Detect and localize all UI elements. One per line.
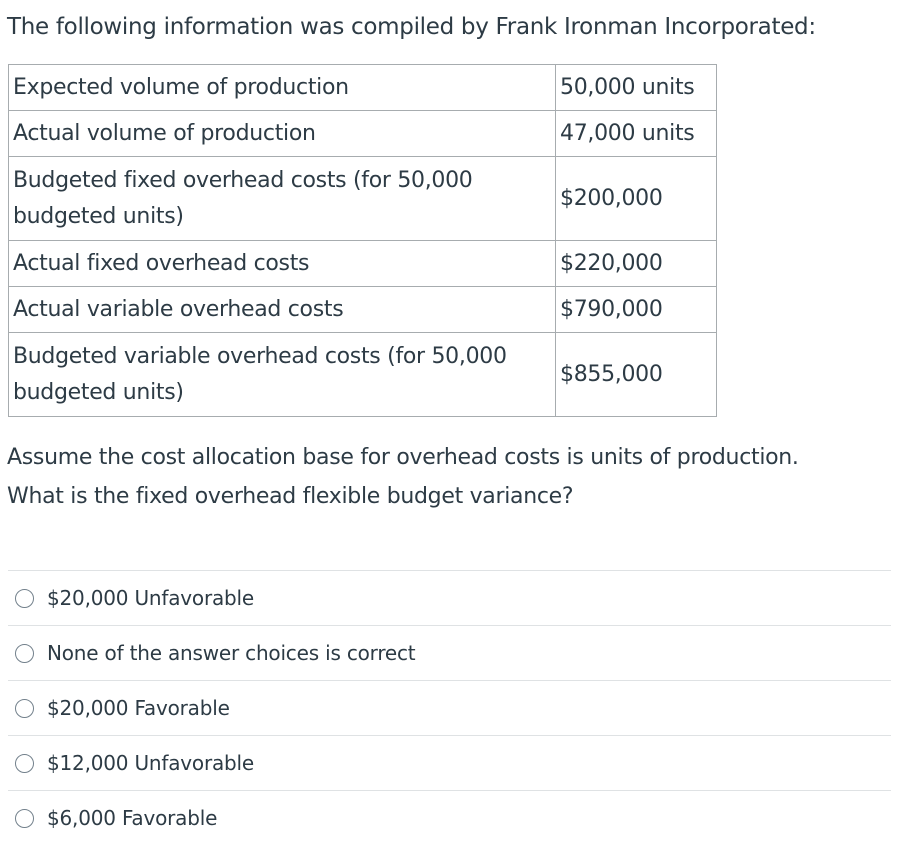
answer-label: $6,000 Favorable <box>47 806 218 830</box>
row-value: $790,000 <box>555 286 717 333</box>
answer-option[interactable]: $20,000 Unfavorable <box>8 570 891 625</box>
table-row: Actual fixed overhead costs $220,000 <box>8 240 717 287</box>
table-row: Actual volume of production 47,000 units <box>8 110 717 157</box>
answer-label: $20,000 Unfavorable <box>47 586 254 610</box>
radio-button[interactable] <box>15 808 34 828</box>
row-value: $200,000 <box>555 156 717 241</box>
row-value: $855,000 <box>555 332 717 417</box>
question-line-2: What is the fixed overhead flexible budg… <box>7 484 574 509</box>
table-row: Budgeted variable overhead costs (for 50… <box>8 332 717 417</box>
row-value: 50,000 units <box>555 64 717 111</box>
answer-label: $20,000 Favorable <box>47 696 230 720</box>
question-line-1: Assume the cost allocation base for over… <box>7 445 799 470</box>
intro-text: The following information was compiled b… <box>7 14 816 40</box>
row-value: 47,000 units <box>555 110 717 157</box>
question-text: Assume the cost allocation base for over… <box>7 438 897 516</box>
radio-button[interactable] <box>15 588 34 608</box>
row-label: Expected volume of production <box>8 64 556 111</box>
answer-option[interactable]: None of the answer choices is correct <box>8 625 891 680</box>
row-label: Actual volume of production <box>8 110 556 157</box>
table-row: Actual variable overhead costs $790,000 <box>8 286 717 333</box>
overhead-data-table: Expected volume of production 50,000 uni… <box>8 64 717 417</box>
radio-button[interactable] <box>15 753 34 773</box>
table-row: Budgeted fixed overhead costs (for 50,00… <box>8 156 717 241</box>
row-label: Actual variable overhead costs <box>8 286 556 333</box>
radio-button[interactable] <box>15 643 34 663</box>
answer-choices: $20,000 Unfavorable None of the answer c… <box>8 570 891 845</box>
answer-label: None of the answer choices is correct <box>47 641 416 665</box>
answer-option[interactable]: $12,000 Unfavorable <box>8 735 891 790</box>
radio-button[interactable] <box>15 698 34 718</box>
row-value: $220,000 <box>555 240 717 287</box>
row-label: Budgeted variable overhead costs (for 50… <box>8 332 556 417</box>
answer-option[interactable]: $6,000 Favorable <box>8 790 891 845</box>
row-label: Actual fixed overhead costs <box>8 240 556 287</box>
answer-label: $12,000 Unfavorable <box>47 751 254 775</box>
table-row: Expected volume of production 50,000 uni… <box>8 64 717 111</box>
row-label: Budgeted fixed overhead costs (for 50,00… <box>8 156 556 241</box>
answer-option[interactable]: $20,000 Favorable <box>8 680 891 735</box>
